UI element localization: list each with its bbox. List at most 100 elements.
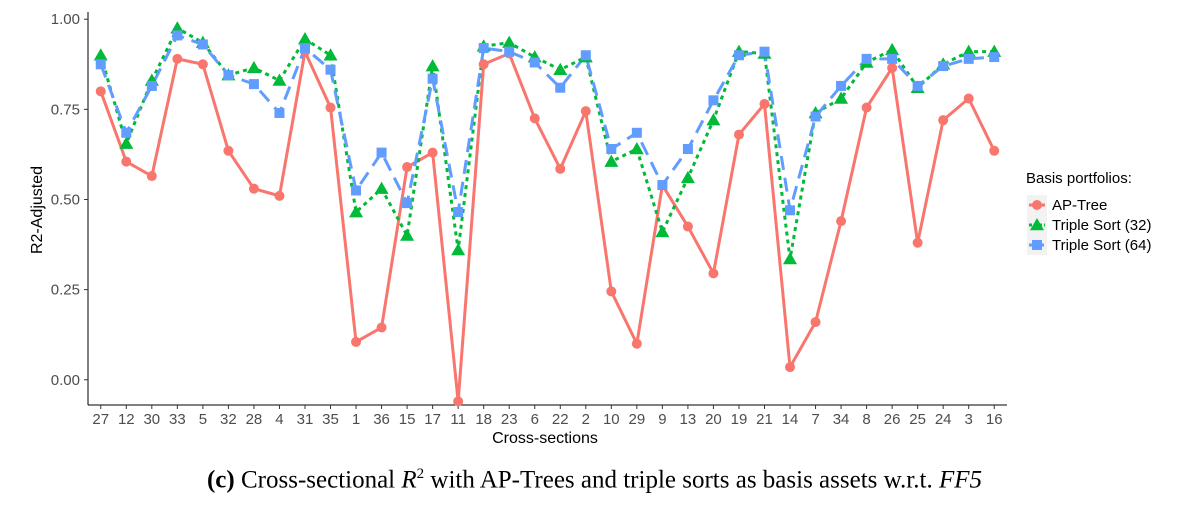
data-point-triple-sort-64 <box>555 82 566 93</box>
data-point-ap-tree <box>733 129 744 140</box>
caption-math-var: R <box>401 466 417 494</box>
data-point-triple-sort-32 <box>885 42 900 56</box>
data-point-triple-sort-64 <box>274 107 285 118</box>
x-tick-label: 34 <box>833 411 850 428</box>
y-tick-label: 0.00 <box>51 372 80 389</box>
data-point-triple-sort-64 <box>861 53 872 64</box>
data-point-triple-sort-64 <box>810 111 821 122</box>
data-point-triple-sort-64 <box>708 95 719 106</box>
x-tick-label: 36 <box>373 411 390 428</box>
data-point-ap-tree <box>376 322 387 333</box>
x-tick-label: 24 <box>935 411 952 428</box>
caption-label: (c) <box>206 466 235 494</box>
data-point-triple-sort-64 <box>938 61 949 72</box>
y-tick-label: 0.50 <box>51 191 80 208</box>
y-tick-label: 0.25 <box>51 282 80 299</box>
data-point-ap-tree <box>682 221 693 232</box>
x-tick-label: 5 <box>199 411 207 428</box>
x-tick-label: 21 <box>756 411 773 428</box>
data-point-triple-sort-32 <box>246 60 261 74</box>
data-point-triple-sort-64 <box>504 46 515 57</box>
data-point-ap-tree <box>223 145 234 156</box>
legend-label-triple-sort-32: Triple Sort (32) <box>1052 217 1151 234</box>
x-tick-label: 15 <box>399 411 416 428</box>
data-point-triple-sort-64 <box>478 43 489 54</box>
x-tick-label: 17 <box>424 411 441 428</box>
data-point-triple-sort-64 <box>197 39 208 50</box>
x-tick-label: 19 <box>731 411 748 428</box>
x-tick-label: 33 <box>169 411 186 428</box>
data-point-ap-tree <box>351 336 362 347</box>
x-tick-label: 27 <box>92 411 109 428</box>
caption-text-post: with AP-Trees and triple sorts as basis … <box>424 466 939 494</box>
data-point-triple-sort-64 <box>299 43 310 54</box>
x-tick-label: 2 <box>582 411 590 428</box>
data-point-triple-sort-64 <box>95 59 106 70</box>
data-point-ap-tree <box>708 268 719 279</box>
data-point-ap-tree <box>631 338 642 349</box>
x-tick-label: 23 <box>501 411 518 428</box>
data-point-triple-sort-64 <box>402 198 413 209</box>
caption-model: FF5 <box>938 466 982 494</box>
data-point-triple-sort-32 <box>834 91 849 104</box>
y-axis-title: R2-Adjusted <box>29 166 46 254</box>
data-point-ap-tree <box>248 183 259 194</box>
data-point-triple-sort-32 <box>783 251 798 265</box>
data-point-triple-sort-32 <box>655 224 670 238</box>
data-point-triple-sort-64 <box>682 144 693 155</box>
data-point-ap-tree <box>453 396 464 407</box>
x-tick-label: 35 <box>322 411 339 428</box>
data-point-triple-sort-64 <box>325 64 336 75</box>
data-point-triple-sort-64 <box>453 207 464 218</box>
x-tick-label: 11 <box>450 411 466 428</box>
data-point-ap-tree <box>146 171 157 182</box>
data-point-triple-sort-32 <box>349 205 364 218</box>
x-tick-label: 31 <box>297 411 314 428</box>
data-point-triple-sort-32 <box>680 170 695 184</box>
data-point-triple-sort-32 <box>93 48 108 61</box>
legend: Basis portfolios: AP-Tree Triple Sort (32… <box>1026 170 1151 255</box>
legend-marker-triple-sort-64 <box>1032 240 1042 250</box>
data-point-triple-sort-32 <box>119 136 134 149</box>
data-point-ap-tree <box>555 163 566 174</box>
data-point-triple-sort-32 <box>553 62 568 75</box>
data-point-triple-sort-64 <box>989 52 1000 63</box>
data-point-triple-sort-32 <box>297 32 312 45</box>
data-point-triple-sort-64 <box>248 79 259 90</box>
data-point-ap-tree <box>402 162 413 173</box>
data-point-ap-tree <box>95 86 106 97</box>
plot-area <box>93 21 1002 407</box>
x-tick-label: 32 <box>220 411 237 428</box>
data-point-triple-sort-64 <box>759 46 770 57</box>
data-point-triple-sort-32 <box>170 21 185 34</box>
data-point-triple-sort-64 <box>427 73 438 84</box>
data-point-triple-sort-32 <box>604 154 619 167</box>
legend-label-ap-tree: AP-Tree <box>1052 197 1107 214</box>
data-point-triple-sort-64 <box>172 30 183 41</box>
legend-label-triple-sort-64: Triple Sort (64) <box>1052 237 1151 254</box>
x-tick-label: 1 <box>352 411 360 428</box>
data-point-ap-tree <box>325 102 336 113</box>
x-tick-label: 22 <box>552 411 569 428</box>
data-point-ap-tree <box>861 102 872 113</box>
data-point-ap-tree <box>121 156 132 167</box>
data-point-triple-sort-64 <box>376 147 387 158</box>
x-tick-label: 25 <box>909 411 926 428</box>
caption-superscript: 2 <box>416 466 425 482</box>
x-tick-label: 16 <box>986 411 1003 428</box>
x-tick-label: 12 <box>118 411 135 428</box>
x-tick-label: 10 <box>603 411 620 428</box>
data-point-ap-tree <box>427 147 438 158</box>
data-point-triple-sort-64 <box>887 53 898 64</box>
figure-caption: (c) Cross-sectional R2 with AP-Trees and… <box>0 466 1189 494</box>
data-point-ap-tree <box>274 190 285 201</box>
data-point-triple-sort-64 <box>785 205 796 216</box>
data-point-triple-sort-64 <box>121 127 132 138</box>
x-axis: 27 12 30 33 5 32 28 4 31 35 1 36 15 17 11 18 23 6 22 2 10 29 9… <box>88 404 1007 428</box>
data-point-ap-tree <box>963 93 974 104</box>
data-point-ap-tree <box>785 362 796 373</box>
x-tick-label: 26 <box>884 411 901 428</box>
x-tick-label: 30 <box>143 411 160 428</box>
caption-text-pre: Cross-sectional <box>240 466 402 494</box>
legend-marker-triple-sort-32 <box>1030 218 1044 231</box>
